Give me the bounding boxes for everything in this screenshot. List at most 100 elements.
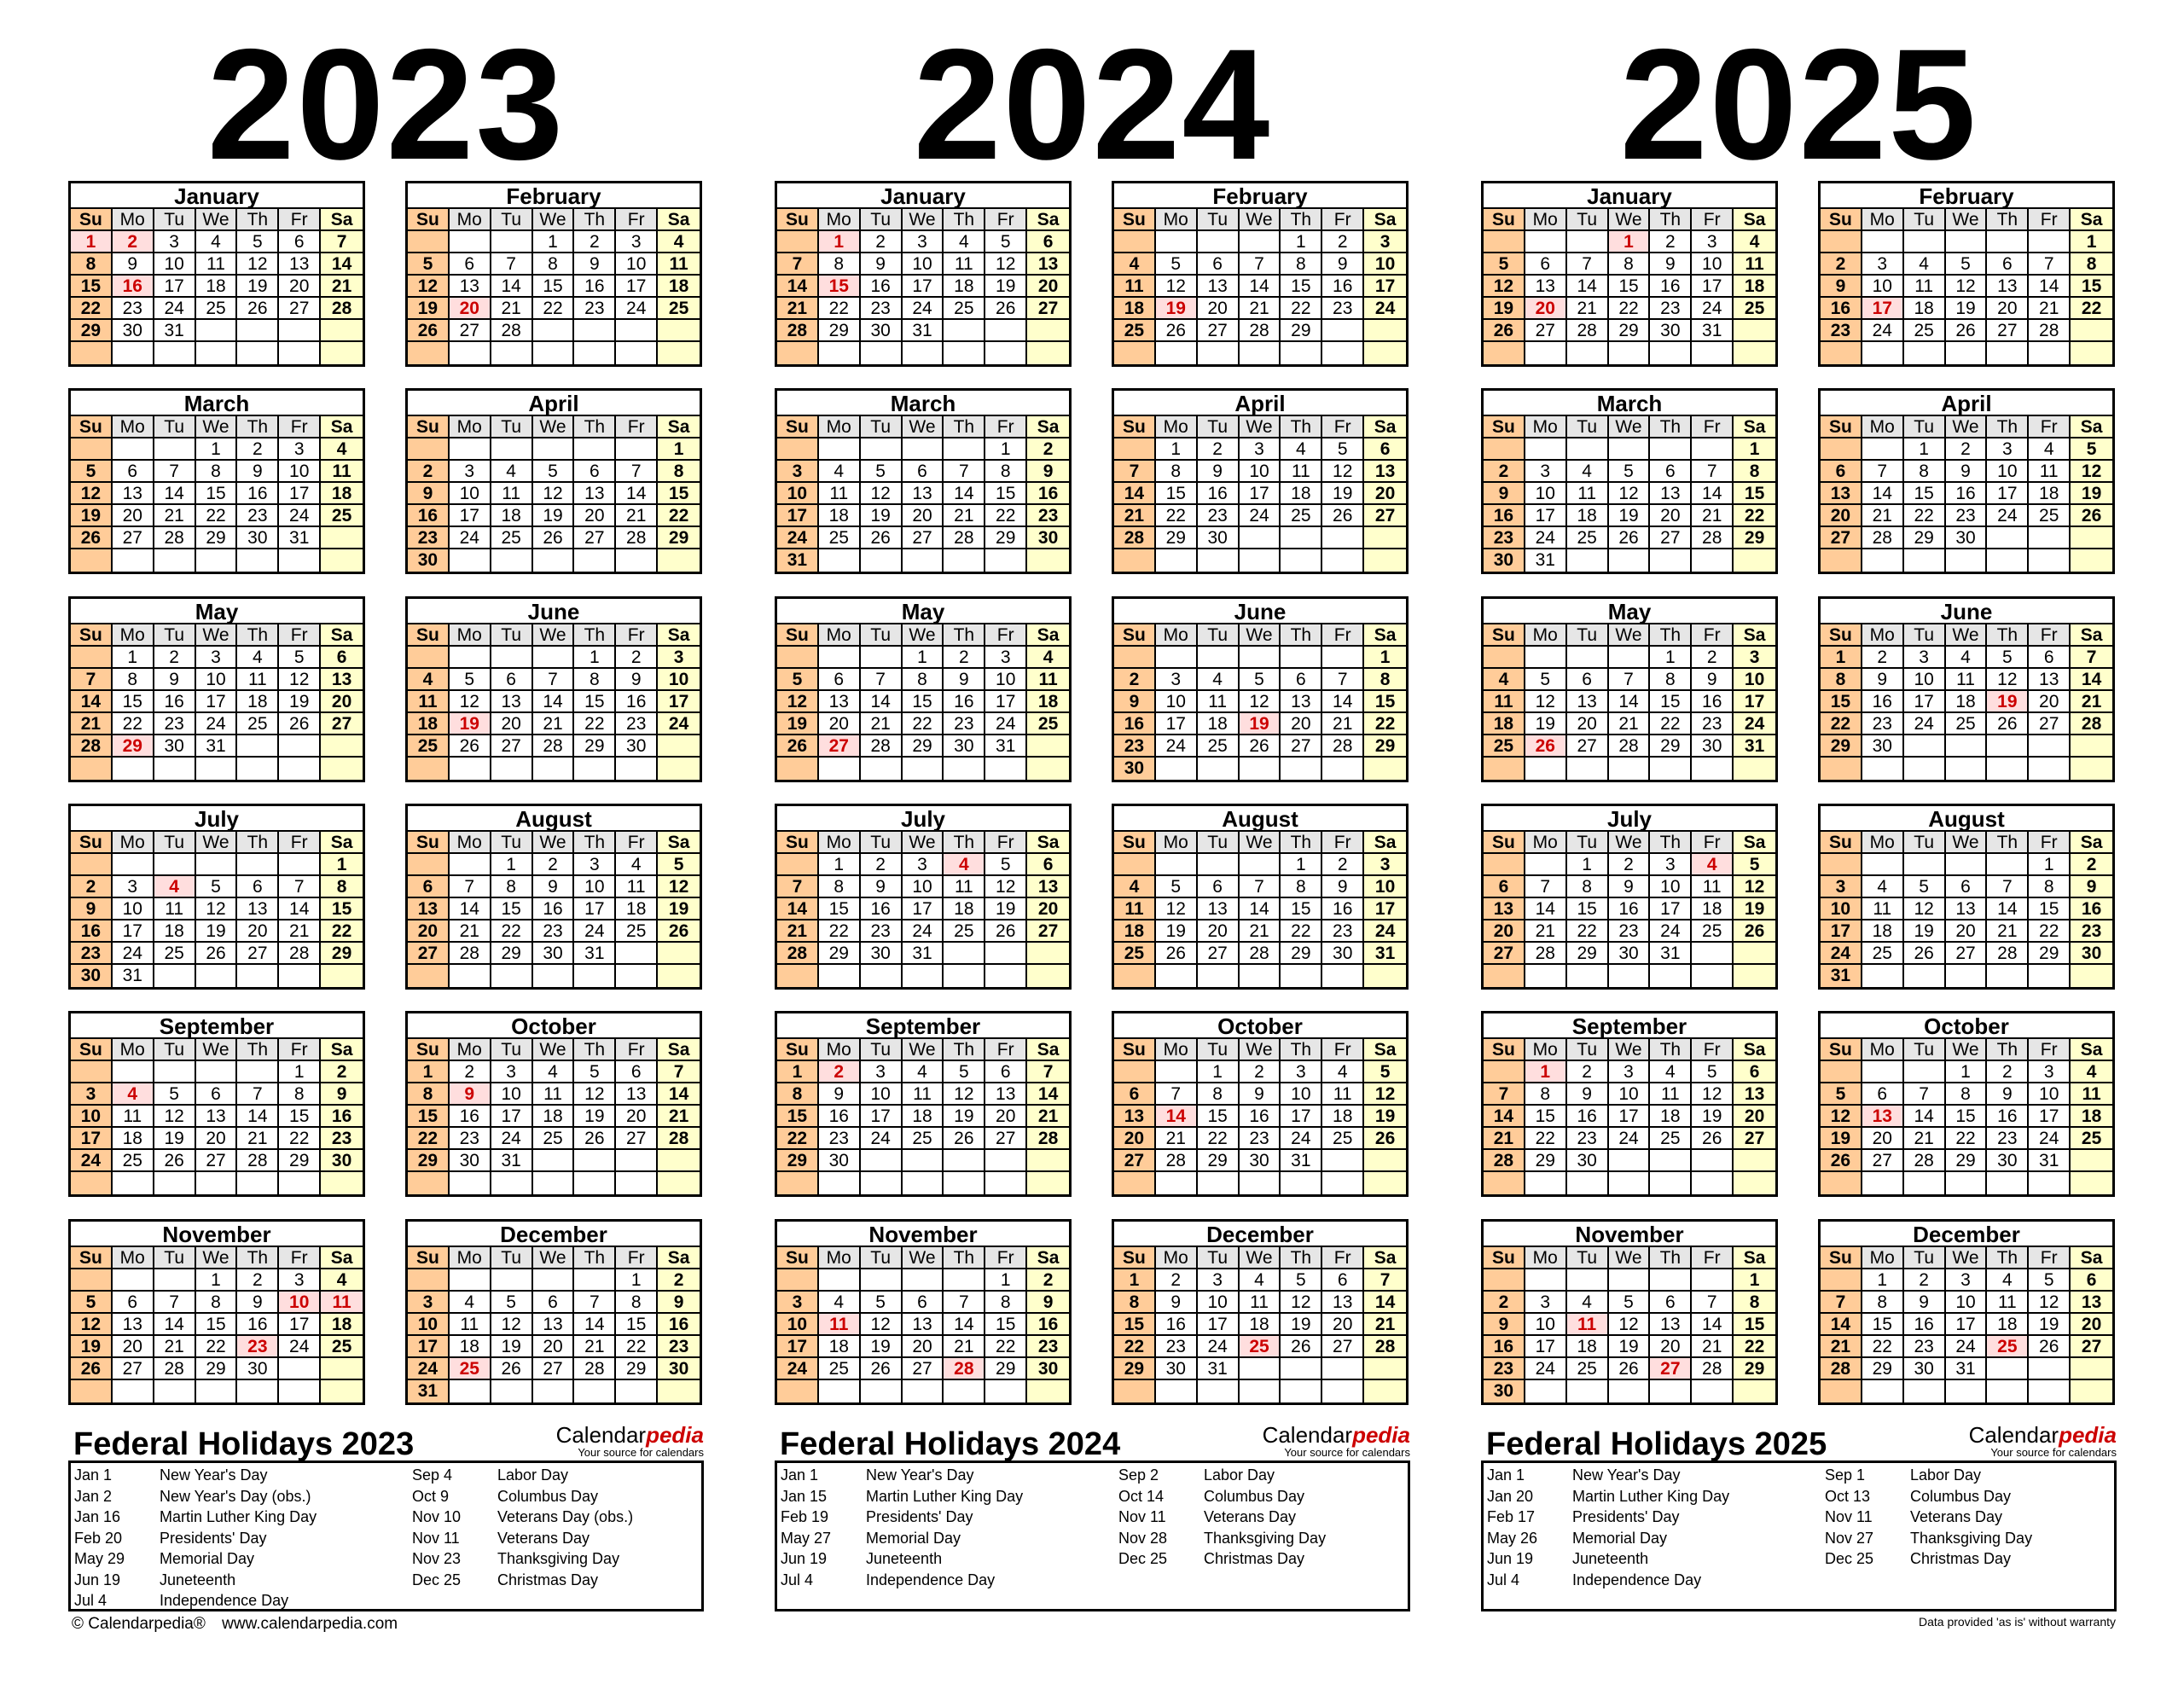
day-cell[interactable]: 22	[902, 713, 944, 735]
day-cell[interactable]: 19	[2071, 483, 2112, 505]
day-cell[interactable]: 19	[1987, 691, 2030, 713]
day-cell[interactable]: 7	[1608, 669, 1651, 691]
day-cell[interactable]: 12	[574, 1083, 617, 1106]
day-cell[interactable]: 5	[1484, 253, 1525, 276]
day-cell[interactable]: 30	[818, 1150, 861, 1172]
day-cell[interactable]: 30	[154, 735, 196, 758]
day-cell[interactable]: 20	[1734, 1106, 1775, 1128]
day-cell[interactable]: 16	[658, 1314, 700, 1336]
day-cell[interactable]: 21	[1484, 1128, 1525, 1150]
day-cell[interactable]: 5	[279, 647, 322, 669]
day-cell[interactable]: 3	[279, 438, 322, 461]
day-cell[interactable]: 4	[902, 1061, 944, 1083]
day-cell[interactable]: 25	[1945, 713, 1988, 735]
day-cell[interactable]: 30	[449, 1150, 491, 1172]
day-cell[interactable]: 20	[1650, 505, 1693, 527]
day-cell[interactable]: 18	[1987, 1314, 2030, 1336]
day-cell[interactable]: 15	[1734, 1314, 1775, 1336]
day-cell[interactable]: 5	[944, 1061, 986, 1083]
day-cell[interactable]: 22	[1114, 1336, 1156, 1358]
day-cell[interactable]: 13	[1197, 898, 1240, 920]
day-cell[interactable]: 10	[279, 461, 322, 483]
day-cell[interactable]: 19	[860, 1336, 903, 1358]
day-cell[interactable]: 1	[1734, 1269, 1775, 1292]
day-cell[interactable]: 18	[1903, 298, 1946, 320]
day-cell[interactable]: 24	[777, 1358, 819, 1380]
day-cell[interactable]: 15	[902, 691, 944, 713]
day-cell[interactable]: 4	[1239, 1269, 1281, 1292]
day-cell[interactable]: 28	[1239, 943, 1281, 965]
day-cell[interactable]: 13	[112, 483, 154, 505]
day-cell[interactable]: 26	[1364, 1128, 1406, 1150]
day-cell[interactable]: 16	[1903, 1314, 1946, 1336]
day-cell[interactable]: 2	[532, 854, 575, 876]
day-cell[interactable]: 19	[985, 276, 1028, 298]
day-cell[interactable]: 1	[195, 1269, 238, 1292]
day-cell[interactable]: 10	[195, 669, 238, 691]
day-cell[interactable]: 27	[237, 943, 280, 965]
day-cell[interactable]: 3	[1525, 1292, 1567, 1314]
day-cell[interactable]: 14	[2071, 669, 2112, 691]
day-cell[interactable]: 5	[1322, 438, 1365, 461]
day-cell[interactable]: 22	[112, 713, 154, 735]
day-cell[interactable]: 6	[1281, 669, 1323, 691]
day-cell[interactable]: 3	[1903, 647, 1946, 669]
day-cell[interactable]: 29	[1862, 1358, 1904, 1380]
day-cell[interactable]: 19	[1608, 1336, 1651, 1358]
day-cell[interactable]: 12	[491, 1314, 533, 1336]
day-cell[interactable]: 3	[112, 876, 154, 898]
day-cell[interactable]: 23	[860, 920, 903, 943]
day-cell[interactable]: 1	[532, 231, 575, 253]
day-cell[interactable]: 8	[658, 461, 700, 483]
day-cell[interactable]: 16	[237, 483, 280, 505]
day-cell[interactable]: 27	[1114, 1150, 1156, 1172]
day-cell[interactable]: 30	[860, 943, 903, 965]
day-cell[interactable]: 19	[71, 505, 113, 527]
day-cell[interactable]: 11	[491, 483, 533, 505]
day-cell[interactable]: 22	[1281, 920, 1323, 943]
day-cell[interactable]: 17	[279, 1314, 322, 1336]
day-cell[interactable]: 30	[1566, 1150, 1609, 1172]
day-cell[interactable]: 13	[1734, 1083, 1775, 1106]
day-cell[interactable]: 11	[1903, 276, 1946, 298]
day-cell[interactable]: 27	[1650, 527, 1693, 549]
day-cell[interactable]: 17	[1650, 898, 1693, 920]
day-cell[interactable]: 9	[1484, 1314, 1525, 1336]
day-cell[interactable]: 10	[1692, 253, 1734, 276]
day-cell[interactable]: 28	[658, 1128, 700, 1150]
day-cell[interactable]: 23	[1239, 1128, 1281, 1150]
day-cell[interactable]: 6	[902, 1292, 944, 1314]
day-cell[interactable]: 20	[1821, 505, 1862, 527]
day-cell[interactable]: 24	[1525, 1358, 1567, 1380]
day-cell[interactable]: 13	[408, 898, 450, 920]
day-cell[interactable]: 16	[532, 898, 575, 920]
day-cell[interactable]: 28	[1903, 1150, 1946, 1172]
day-cell[interactable]: 18	[944, 898, 986, 920]
day-cell[interactable]: 17	[985, 691, 1028, 713]
day-cell[interactable]: 5	[449, 669, 491, 691]
day-cell[interactable]: 12	[985, 876, 1028, 898]
day-cell[interactable]: 15	[1155, 483, 1198, 505]
day-cell[interactable]: 20	[532, 1336, 575, 1358]
day-cell[interactable]: 18	[944, 276, 986, 298]
day-cell[interactable]: 22	[985, 1336, 1028, 1358]
day-cell[interactable]: 17	[1364, 276, 1406, 298]
day-cell[interactable]: 15	[279, 1106, 322, 1128]
day-cell[interactable]: 7	[777, 876, 819, 898]
day-cell[interactable]: 16	[1155, 1314, 1198, 1336]
day-cell[interactable]: 10	[985, 669, 1028, 691]
day-cell[interactable]: 11	[1239, 1292, 1281, 1314]
day-cell[interactable]: 12	[1734, 876, 1775, 898]
day-cell[interactable]: 14	[574, 1314, 617, 1336]
day-cell[interactable]: 30	[1945, 527, 1988, 549]
day-cell[interactable]: 3	[2029, 1061, 2071, 1083]
day-cell[interactable]: 23	[818, 1128, 861, 1150]
day-cell[interactable]: 2	[818, 1061, 861, 1083]
day-cell[interactable]: 9	[1322, 253, 1365, 276]
day-cell[interactable]: 12	[71, 483, 113, 505]
day-cell[interactable]: 22	[658, 505, 700, 527]
day-cell[interactable]: 1	[658, 438, 700, 461]
day-cell[interactable]: 14	[1364, 1292, 1406, 1314]
day-cell[interactable]: 11	[616, 876, 659, 898]
day-cell[interactable]: 27	[902, 1358, 944, 1380]
